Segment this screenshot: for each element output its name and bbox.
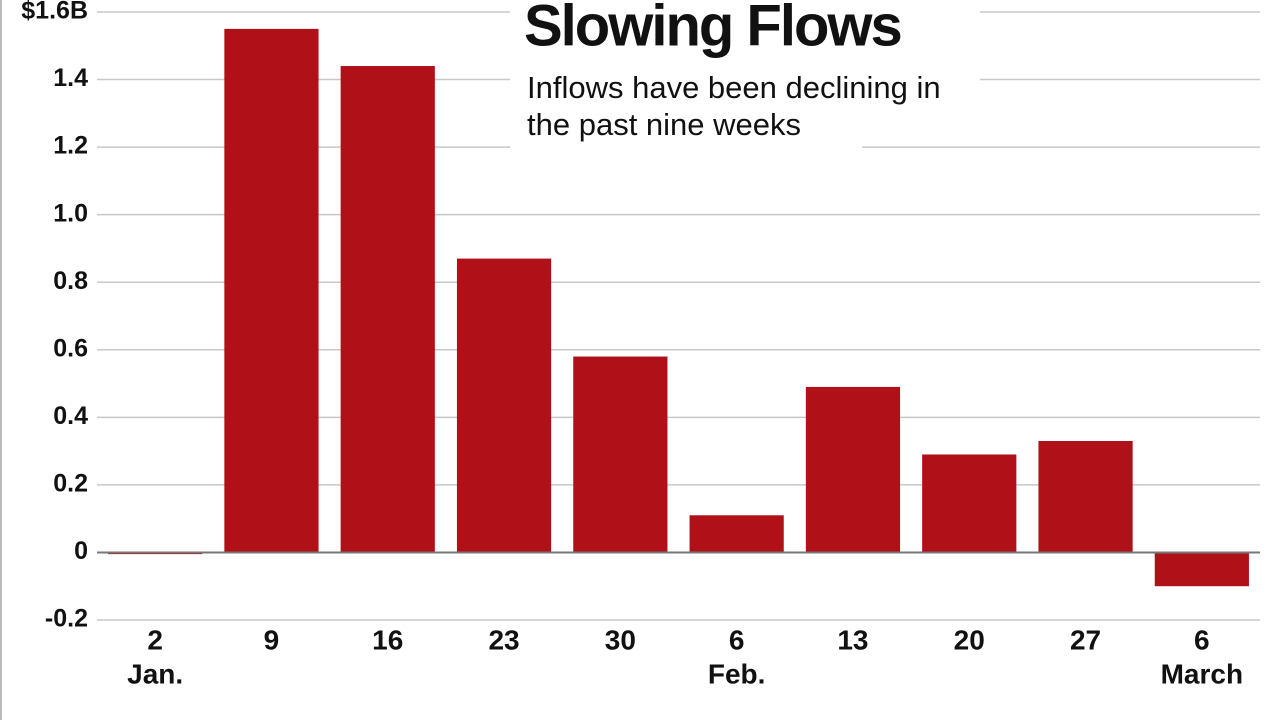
subtitle-backdrop — [510, 108, 862, 154]
bar — [922, 454, 1017, 553]
x-tick-label: 20 — [954, 624, 985, 655]
x-tick-label: 23 — [488, 624, 519, 655]
bar — [456, 258, 552, 553]
bar — [224, 28, 319, 553]
y-tick-label: 0.8 — [53, 267, 88, 295]
month-label: Feb. — [708, 658, 766, 689]
chart-subtitle: the past nine weeks — [527, 107, 801, 142]
y-tick-label: 0.4 — [53, 402, 88, 430]
x-tick-label: 27 — [1070, 624, 1101, 655]
x-tick-label: 13 — [837, 624, 868, 655]
bar — [689, 515, 784, 553]
y-tick-label: -0.2 — [45, 605, 88, 633]
y-tick-label: 0.6 — [53, 334, 88, 362]
bar — [573, 356, 668, 553]
bar — [805, 386, 901, 553]
bar — [1038, 440, 1133, 553]
x-tick-label: 2 — [147, 624, 163, 655]
y-tick-label: $1.6B — [21, 0, 88, 25]
x-tick-label: 6 — [1194, 624, 1210, 655]
title-backdrop — [510, 0, 980, 112]
y-tick-label: 1.0 — [53, 199, 88, 227]
chart-subtitle: Inflows have been declining in — [527, 70, 941, 105]
bar — [1154, 552, 1249, 587]
y-tick-label: 0 — [74, 537, 88, 565]
month-label: March — [1161, 658, 1243, 689]
month-label: Jan. — [127, 658, 183, 689]
y-tick-label: 1.4 — [53, 64, 88, 92]
bar — [340, 66, 435, 553]
y-tick-label: 1.2 — [53, 132, 88, 160]
y-tick-label: 0.2 — [53, 469, 88, 497]
x-tick-label: 9 — [264, 624, 280, 655]
x-tick-label: 6 — [729, 624, 745, 655]
x-tick-label: 16 — [372, 624, 403, 655]
chart-title: Slowing Flows — [524, 0, 901, 58]
x-tick-label: 30 — [605, 624, 636, 655]
